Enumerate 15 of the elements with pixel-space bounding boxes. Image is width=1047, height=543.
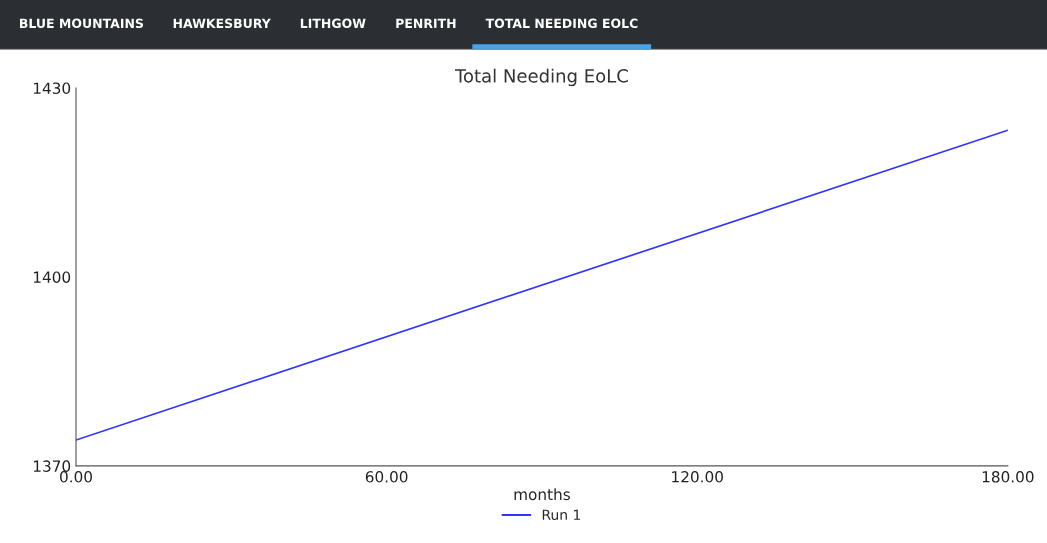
y-tick-label: 1430 bbox=[33, 82, 71, 94]
x-tick-label: 120.00 bbox=[672, 471, 723, 483]
y-tick-label: 1370 bbox=[33, 460, 71, 472]
text: PENRITH bbox=[396, 18, 456, 28]
text: HAWKESBURY bbox=[173, 18, 271, 29]
text: LITHGOW bbox=[300, 18, 366, 29]
x-tick-label: 0.00 bbox=[60, 471, 93, 483]
x-tick-label: 180.00 bbox=[982, 471, 1034, 483]
x-tick-label: 60.00 bbox=[365, 471, 408, 483]
y-tick-label: 1400 bbox=[33, 271, 71, 283]
chart-title: Total Needing EoLC bbox=[454, 68, 628, 87]
x-axis-title: months bbox=[514, 488, 570, 501]
text: BLUE MOUNTAINS bbox=[19, 18, 144, 29]
text: TOTAL NEEDING EOLC bbox=[485, 18, 638, 29]
legend-label: Run 1 bbox=[542, 509, 581, 520]
